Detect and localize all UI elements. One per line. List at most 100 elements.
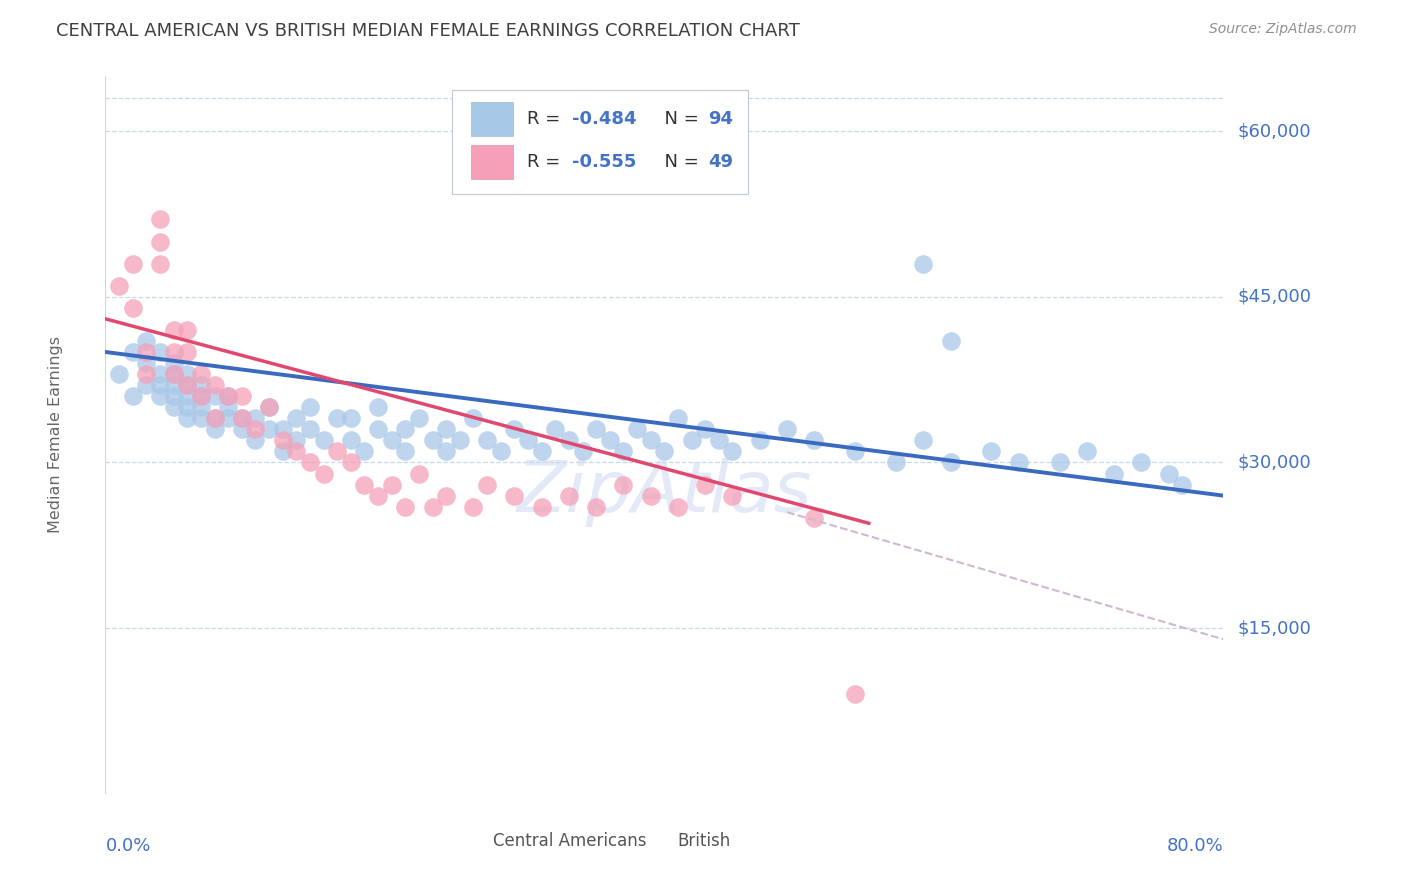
Point: [666, 411, 689, 425]
Point: [204, 389, 226, 403]
Point: [1171, 477, 1194, 491]
Point: [381, 434, 404, 448]
Point: [640, 489, 662, 503]
Point: [298, 422, 321, 436]
Point: [1049, 455, 1071, 469]
Point: [408, 467, 430, 481]
Point: [217, 411, 239, 425]
Point: [285, 434, 308, 448]
Point: [176, 378, 198, 392]
Point: [204, 422, 226, 436]
Point: [312, 467, 335, 481]
Point: [245, 411, 267, 425]
Text: R =: R =: [527, 153, 565, 171]
Point: [422, 500, 444, 514]
Point: [204, 411, 226, 425]
Point: [353, 477, 375, 491]
Point: [394, 444, 416, 458]
Point: [298, 401, 321, 415]
Point: [162, 367, 184, 381]
Point: [912, 434, 935, 448]
Point: [162, 323, 184, 337]
Point: [204, 411, 226, 425]
Point: [721, 444, 744, 458]
Point: [135, 367, 157, 381]
Point: [449, 434, 471, 448]
Text: Source: ZipAtlas.com: Source: ZipAtlas.com: [1209, 22, 1357, 37]
Point: [190, 367, 212, 381]
Point: [544, 422, 567, 436]
Point: [803, 510, 825, 524]
Point: [162, 356, 184, 370]
Point: [108, 367, 131, 381]
Text: -0.484: -0.484: [572, 110, 636, 128]
Point: [980, 444, 1002, 458]
Point: [176, 411, 198, 425]
Point: [340, 434, 363, 448]
Point: [271, 434, 294, 448]
Text: $30,000: $30,000: [1237, 453, 1310, 472]
Point: [149, 367, 172, 381]
Point: [434, 489, 457, 503]
Point: [707, 434, 730, 448]
Point: [108, 278, 131, 293]
Point: [162, 389, 184, 403]
Point: [844, 444, 866, 458]
Point: [298, 455, 321, 469]
Text: $15,000: $15,000: [1237, 619, 1310, 637]
Point: [695, 422, 717, 436]
Point: [381, 477, 404, 491]
Point: [612, 444, 634, 458]
Point: [776, 422, 799, 436]
Point: [257, 422, 280, 436]
Point: [721, 489, 744, 503]
Point: [257, 401, 280, 415]
Point: [176, 378, 198, 392]
Point: [149, 345, 172, 359]
Text: 49: 49: [709, 153, 733, 171]
FancyBboxPatch shape: [451, 90, 748, 194]
Point: [612, 477, 634, 491]
Point: [503, 422, 526, 436]
Point: [204, 378, 226, 392]
Point: [599, 434, 621, 448]
Point: [463, 411, 485, 425]
Point: [434, 422, 457, 436]
Point: [285, 411, 308, 425]
Point: [121, 257, 143, 271]
Text: 0.0%: 0.0%: [105, 837, 150, 855]
Point: [162, 378, 184, 392]
Point: [190, 401, 212, 415]
Point: [149, 235, 172, 249]
Text: 94: 94: [709, 110, 733, 128]
Text: 80.0%: 80.0%: [1167, 837, 1223, 855]
Bar: [637, 829, 669, 854]
Point: [422, 434, 444, 448]
Point: [652, 444, 675, 458]
Point: [162, 345, 184, 359]
Point: [271, 444, 294, 458]
Point: [176, 401, 198, 415]
Point: [326, 411, 349, 425]
Bar: [451, 829, 485, 854]
Point: [463, 500, 485, 514]
Point: [217, 389, 239, 403]
Point: [585, 422, 607, 436]
Point: [149, 378, 172, 392]
Point: [367, 401, 389, 415]
Point: [135, 345, 157, 359]
Point: [135, 356, 157, 370]
Point: [190, 389, 212, 403]
Point: [271, 422, 294, 436]
Point: [939, 334, 962, 348]
Point: [1008, 455, 1031, 469]
Point: [312, 434, 335, 448]
Point: [530, 444, 553, 458]
Point: [884, 455, 907, 469]
Point: [681, 434, 703, 448]
Point: [1157, 467, 1180, 481]
Point: [245, 434, 267, 448]
Point: [176, 389, 198, 403]
Point: [489, 444, 512, 458]
Point: [149, 257, 172, 271]
